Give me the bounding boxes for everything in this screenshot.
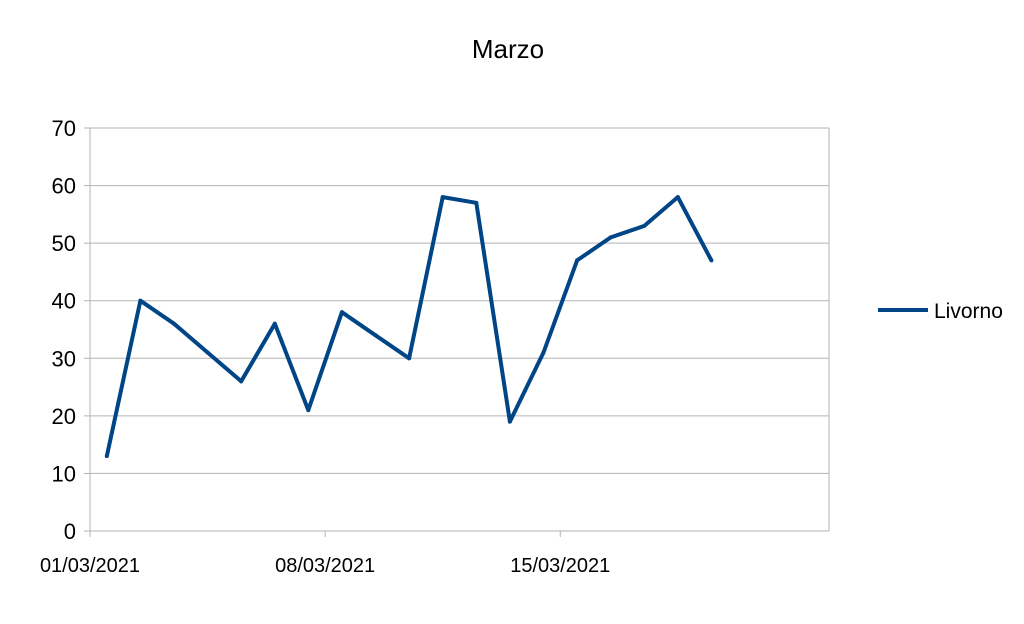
series <box>104 195 714 459</box>
data-point <box>205 350 210 355</box>
data-point <box>171 321 176 326</box>
x-tick-label: 08/03/2021 <box>275 555 375 577</box>
data-point <box>339 310 344 315</box>
y-tick-label: 20 <box>52 404 76 429</box>
x-tick-label: 15/03/2021 <box>510 555 610 577</box>
chart-title: Marzo <box>472 34 544 64</box>
data-point <box>608 235 613 240</box>
data-point <box>709 258 714 263</box>
data-point <box>104 454 109 459</box>
data-point <box>642 223 647 228</box>
x-tick-label: 01/03/2021 <box>40 555 140 577</box>
y-tick-label: 10 <box>52 461 76 486</box>
data-point <box>541 350 546 355</box>
y-tick-label: 60 <box>52 174 76 199</box>
axes: 0 10 20 30 40 50 60 70 01/03/2021 08/03/2021 15/03… <box>40 116 830 577</box>
data-point <box>239 379 244 384</box>
data-point <box>306 408 311 413</box>
data-point <box>440 195 445 200</box>
data-point <box>507 419 512 424</box>
y-tick-label: 30 <box>52 346 76 371</box>
data-point <box>575 258 580 263</box>
data-point <box>474 200 479 205</box>
y-tick-label: 70 <box>52 116 76 141</box>
legend-label: Livorno <box>934 300 1003 323</box>
series-line <box>104 195 714 457</box>
legend: Livorno <box>878 300 1003 323</box>
y-tick-label: 40 <box>52 289 76 314</box>
data-point <box>407 356 412 361</box>
y-tick-label: 50 <box>52 231 76 256</box>
data-point <box>373 333 378 338</box>
data-point <box>675 195 680 200</box>
data-point <box>272 321 277 326</box>
grid <box>90 127 829 532</box>
y-tick-label: 0 <box>64 519 76 544</box>
data-point <box>138 298 143 303</box>
